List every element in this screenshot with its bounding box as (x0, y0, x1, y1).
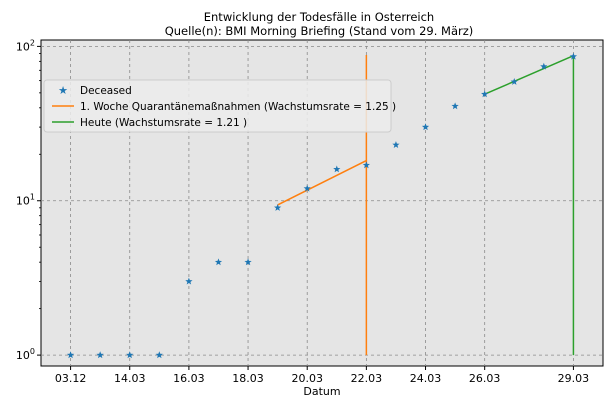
legend-label-quarantine: 1. Woche Quarantänemaßnahmen (Wachstumsr… (80, 101, 396, 113)
x-tick-label: 29.03 (558, 372, 590, 385)
data-point (96, 351, 104, 359)
trend-line-1 (277, 159, 367, 206)
data-point (185, 277, 193, 285)
data-point (244, 258, 252, 266)
data-point (126, 351, 134, 359)
x-tick-label: 18.03 (232, 372, 264, 385)
data-point (66, 351, 75, 359)
x-tick-label: 20.03 (291, 372, 323, 385)
data-point (510, 77, 518, 85)
y-axis: 100 101 102 (16, 38, 41, 362)
data-point (421, 123, 430, 131)
x-tick-label: 14.03 (114, 372, 146, 385)
data-point (333, 165, 341, 173)
x-tick-label: 22.03 (351, 372, 383, 385)
y-tick-label: 102 (16, 38, 35, 53)
legend-label-deceased: Deceased (80, 85, 132, 97)
x-tick-label: 16.03 (173, 372, 205, 385)
legend-label-heute: Heute (Wachstumsrate = 1.21 ) (80, 117, 247, 129)
data-point (362, 161, 370, 169)
data-point (303, 184, 311, 192)
chart-subtitle: Quelle(n): BMI Morning Briefing (Stand v… (165, 24, 474, 38)
data-point (540, 62, 548, 70)
data-point (155, 351, 163, 359)
x-tick-label: 03.12 (55, 372, 87, 385)
data-point (481, 90, 489, 98)
data-point (392, 141, 400, 148)
legend: ★ Deceased 1. Woche Quarantänemaßnahmen … (43, 79, 396, 133)
legend-box (43, 79, 392, 133)
x-axis-label: Datum (303, 385, 340, 398)
data-point (569, 52, 578, 60)
series-points (66, 52, 578, 359)
trend-line-2 (484, 55, 574, 95)
x-tick-label: 24.03 (410, 372, 442, 385)
chart-title: Entwicklung der Todesfälle in Osterreich (204, 10, 434, 24)
data-point (274, 204, 282, 211)
legend-marker-deceased: ★ (58, 84, 68, 97)
data-point (451, 102, 459, 110)
y-tick-label: 101 (16, 193, 35, 208)
data-point (214, 258, 223, 266)
y-tick-label: 100 (16, 347, 35, 362)
x-tick-label: 26.03 (469, 372, 501, 385)
x-axis: 03.12 14.03 16.03 18.03 20.03 22.03 24.03 26.03… (55, 366, 589, 385)
